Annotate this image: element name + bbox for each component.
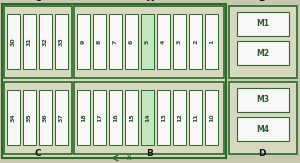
Bar bbox=[237, 88, 289, 112]
Bar bbox=[109, 90, 122, 145]
Bar bbox=[205, 14, 218, 69]
Bar bbox=[55, 90, 68, 145]
Text: 30: 30 bbox=[11, 37, 16, 46]
Text: 15: 15 bbox=[129, 113, 134, 122]
Text: 34: 34 bbox=[11, 113, 16, 122]
Bar bbox=[77, 90, 90, 145]
Bar bbox=[74, 6, 224, 78]
Bar bbox=[157, 90, 170, 145]
Bar bbox=[173, 90, 186, 145]
Bar bbox=[141, 90, 154, 145]
Bar bbox=[141, 14, 154, 69]
Bar bbox=[229, 6, 297, 78]
Bar bbox=[237, 12, 289, 36]
Text: M4: M4 bbox=[256, 125, 269, 133]
Text: 11: 11 bbox=[193, 113, 198, 122]
Bar bbox=[237, 41, 289, 65]
Bar bbox=[125, 90, 138, 145]
Text: A: A bbox=[146, 0, 154, 3]
Bar bbox=[189, 90, 202, 145]
Bar bbox=[4, 6, 72, 78]
Text: 4: 4 bbox=[161, 39, 166, 44]
Text: 31: 31 bbox=[27, 37, 32, 46]
Bar bbox=[23, 90, 36, 145]
Text: 16: 16 bbox=[113, 113, 118, 122]
Text: 36: 36 bbox=[43, 113, 48, 122]
Bar bbox=[7, 90, 20, 145]
Bar bbox=[55, 14, 68, 69]
Text: x: x bbox=[127, 154, 131, 163]
Bar bbox=[189, 14, 202, 69]
Bar bbox=[173, 14, 186, 69]
Text: 13: 13 bbox=[161, 113, 166, 122]
Text: C: C bbox=[35, 0, 41, 3]
Text: M1: M1 bbox=[256, 20, 269, 29]
Text: D: D bbox=[258, 149, 266, 158]
Bar bbox=[109, 14, 122, 69]
Text: 33: 33 bbox=[59, 37, 64, 46]
Bar bbox=[39, 90, 52, 145]
Text: 2: 2 bbox=[193, 39, 198, 44]
Text: 35: 35 bbox=[27, 113, 32, 122]
Text: 8: 8 bbox=[97, 39, 102, 44]
Bar bbox=[39, 14, 52, 69]
Text: 32: 32 bbox=[43, 37, 48, 46]
Bar bbox=[125, 14, 138, 69]
Text: B: B bbox=[147, 149, 153, 158]
Bar bbox=[157, 14, 170, 69]
Bar bbox=[93, 14, 106, 69]
Text: D: D bbox=[258, 0, 266, 3]
Bar bbox=[237, 117, 289, 141]
Text: 10: 10 bbox=[209, 113, 214, 122]
Text: 5: 5 bbox=[145, 39, 150, 44]
Text: 3: 3 bbox=[177, 39, 182, 44]
Bar bbox=[77, 14, 90, 69]
Text: M2: M2 bbox=[256, 49, 269, 58]
Bar bbox=[93, 90, 106, 145]
Bar bbox=[229, 82, 297, 154]
Bar bbox=[23, 14, 36, 69]
Text: 37: 37 bbox=[59, 113, 64, 122]
Text: 17: 17 bbox=[97, 113, 102, 122]
Text: 7: 7 bbox=[113, 39, 118, 44]
Text: 18: 18 bbox=[81, 113, 86, 122]
Text: 1: 1 bbox=[209, 39, 214, 44]
Text: C: C bbox=[35, 149, 41, 158]
Bar bbox=[205, 90, 218, 145]
Text: 6: 6 bbox=[129, 39, 134, 44]
Text: 9: 9 bbox=[81, 39, 86, 44]
Bar bbox=[74, 82, 224, 154]
Text: 14: 14 bbox=[145, 113, 150, 122]
Text: M3: M3 bbox=[256, 96, 269, 104]
Text: 12: 12 bbox=[177, 113, 182, 122]
Bar bbox=[4, 82, 72, 154]
Bar bbox=[2, 4, 226, 158]
Bar bbox=[7, 14, 20, 69]
